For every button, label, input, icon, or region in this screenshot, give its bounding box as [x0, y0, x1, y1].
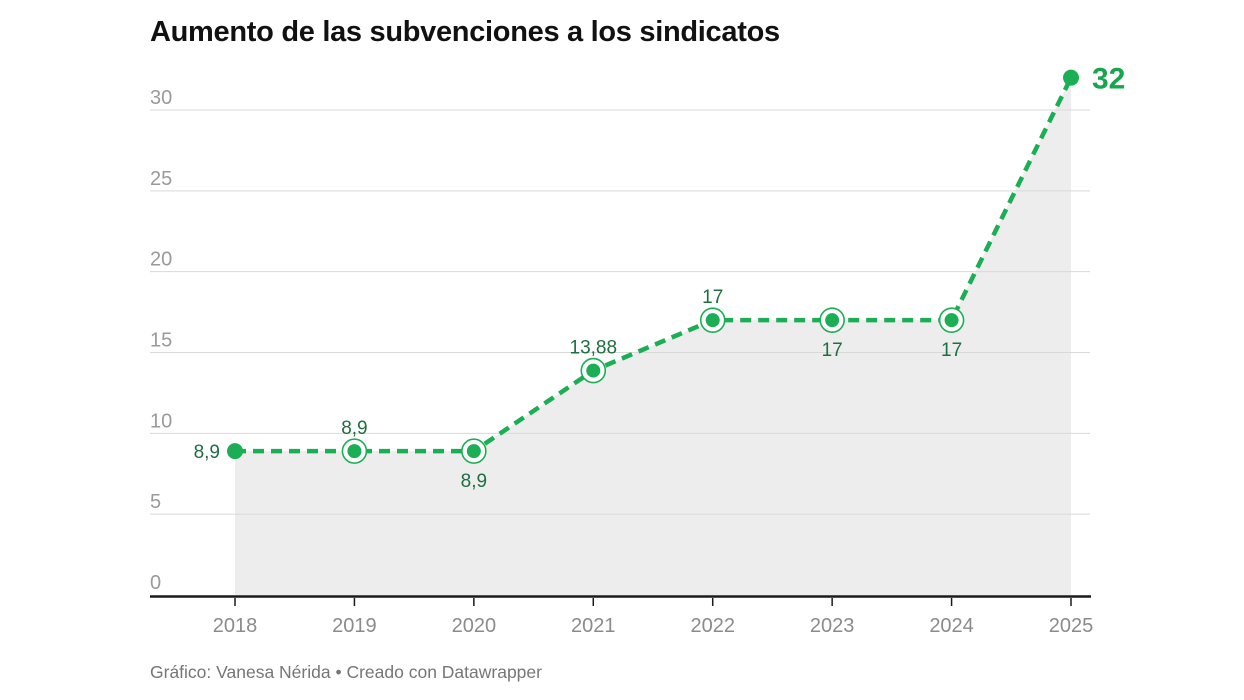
value-label: 17 — [941, 340, 962, 361]
x-axis-tick-label: 2023 — [810, 615, 855, 637]
x-axis-tick-label: 2022 — [690, 615, 735, 637]
value-label: 32 — [1092, 63, 1125, 96]
x-axis-tick-label: 2020 — [452, 615, 497, 637]
x-axis-tick-label: 2018 — [213, 615, 258, 637]
y-axis-tick-label: 25 — [150, 168, 172, 190]
x-axis-tick-label: 2021 — [571, 615, 616, 637]
data-point — [466, 444, 481, 459]
y-axis-tick-label: 5 — [150, 491, 161, 513]
data-point — [825, 313, 840, 328]
x-axis-tick-label: 2019 — [332, 615, 377, 637]
y-axis-tick-label: 10 — [150, 410, 172, 432]
value-label: 8,9 — [461, 471, 487, 492]
x-axis-tick-label: 2025 — [1049, 615, 1094, 637]
y-axis-tick-label: 15 — [150, 330, 172, 352]
y-axis-tick-label: 20 — [150, 249, 172, 271]
data-point — [705, 313, 720, 328]
chart-title: Aumento de las subvenciones a los sindic… — [150, 16, 780, 48]
y-axis-tick-label: 30 — [150, 87, 172, 109]
data-point — [227, 443, 243, 460]
data-point — [586, 363, 601, 378]
value-label: 17 — [702, 287, 723, 308]
data-point — [944, 313, 959, 328]
chart-footer-credit: Gráfico: Vanesa Nérida • Creado con Data… — [150, 662, 542, 682]
value-label: 17 — [822, 340, 843, 361]
value-label: 13,88 — [570, 338, 618, 359]
value-label: 8,9 — [341, 418, 367, 439]
data-point — [347, 444, 362, 459]
area-fill — [235, 77, 1071, 595]
data-point — [1063, 69, 1079, 86]
value-label: 8,9 — [194, 442, 220, 463]
y-axis-tick-label: 0 — [150, 572, 161, 594]
x-axis-tick-label: 2024 — [929, 615, 974, 637]
